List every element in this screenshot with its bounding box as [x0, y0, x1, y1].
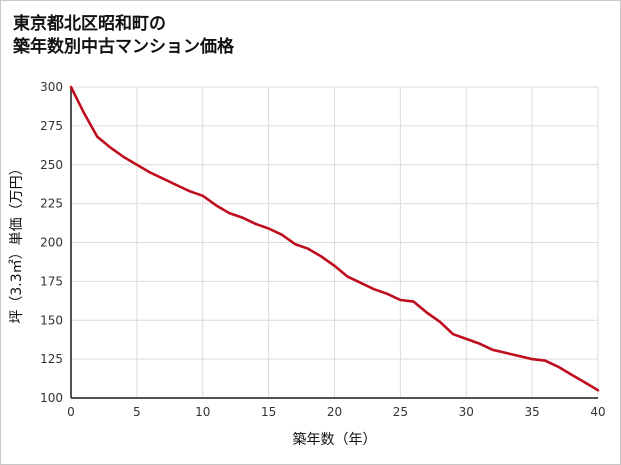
chart-title: 東京都北区昭和町の 築年数別中古マンション価格	[1, 1, 620, 59]
x-tick-label: 10	[195, 405, 210, 419]
y-tick-label: 125	[40, 352, 63, 366]
y-tick-label: 300	[40, 80, 63, 94]
chart-title-line2: 築年数別中古マンション価格	[13, 36, 234, 57]
x-tick-label: 20	[327, 405, 342, 419]
y-tick-label: 100	[40, 391, 63, 405]
y-axis-title: 坪（3.3㎡）単価（万円）	[9, 161, 25, 323]
chart-area: 0 5 10 15 20 25 30 35 40 100 125 150 175 200 225 250 275…	[1, 73, 620, 464]
y-tick-label: 175	[40, 274, 63, 288]
x-tick-label: 15	[261, 405, 276, 419]
x-axis-title: 築年数（年）	[293, 432, 377, 448]
y-tick-label: 225	[40, 197, 63, 211]
chart-title-line1: 東京都北区昭和町の	[13, 14, 166, 34]
y-tick-label: 250	[40, 158, 63, 172]
y-tick-label: 200	[40, 236, 63, 250]
x-tick-label: 0	[67, 405, 75, 419]
x-tick-label: 40	[590, 405, 605, 419]
y-tick-label: 275	[40, 119, 63, 133]
x-tick-label: 5	[133, 405, 141, 419]
price-line	[69, 85, 600, 392]
x-tick-label: 25	[393, 405, 408, 419]
y-tick-label: 150	[40, 313, 63, 327]
x-tick-label: 30	[459, 405, 474, 419]
chart-svg: 0 5 10 15 20 25 30 35 40 100 125 150 175 200 225 250 275…	[9, 80, 606, 448]
x-tick-label: 35	[524, 405, 539, 419]
